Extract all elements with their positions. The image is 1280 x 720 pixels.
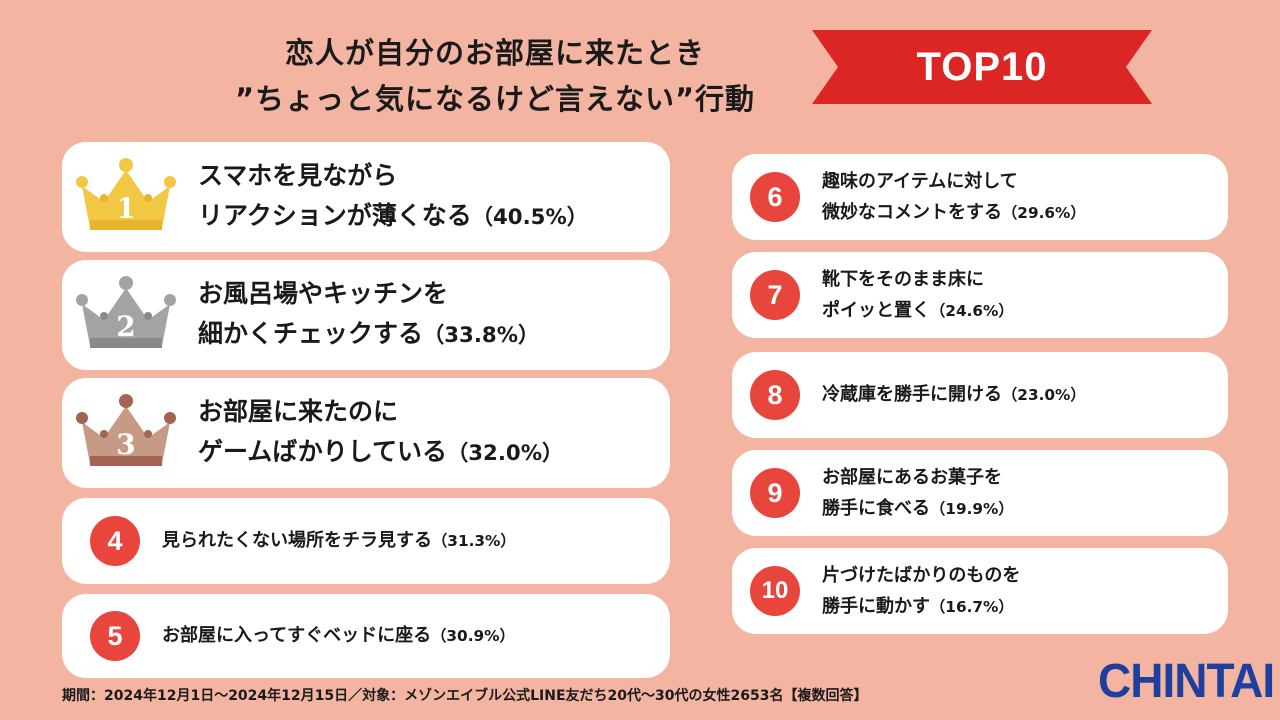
rank-4-percent: （31.3%）: [432, 532, 516, 550]
rank-7-percent: （24.6%）: [930, 301, 1014, 320]
rank-card-7: 7 靴下をそのまま床に ポイッと置く（24.6%）: [732, 252, 1228, 338]
rank-card-6: 6 趣味のアイテムに対して 微妙なコメントをする（29.6%）: [732, 154, 1228, 240]
rank-10-percent: （16.7%）: [930, 597, 1014, 616]
banner-label: TOP10: [916, 44, 1048, 89]
svg-text:1: 1: [116, 192, 135, 225]
svg-text:3: 3: [116, 428, 135, 461]
survey-footnote: 期間：2024年12月1日～2024年12月15日／対象：メゾンエイブル公式LI…: [62, 688, 868, 704]
rank-10-line-1: 片づけたばかりのものを: [822, 564, 1021, 586]
rank-card-2: 2 お風呂場やキッチンを 細かくチェックする（33.8%）: [62, 260, 670, 370]
rank-7-line-2: ポイッと置く: [822, 299, 930, 321]
rank-card-8: 8 冷蔵庫を勝手に開ける（23.0%）: [732, 352, 1228, 438]
rank-card-1: 1 スマホを見ながら リアクションが薄くなる（40.5%）: [62, 142, 670, 252]
rank-3-line-1: お部屋に来たのに: [198, 397, 399, 426]
rank-2-line-1: お風呂場やキッチンを: [198, 279, 449, 308]
rank-1-percent: （40.5%）: [471, 205, 588, 230]
rank-8-label: 冷蔵庫を勝手に開ける: [822, 384, 1002, 405]
rank-9-line-1: お部屋にあるお菓子を: [822, 466, 1002, 488]
rank-9-percent: （19.9%）: [930, 499, 1014, 518]
rank-9-badge: 9: [750, 468, 800, 518]
rank-2-line-2: 細かくチェックする: [198, 319, 424, 348]
rank-8-badge: 8: [750, 370, 800, 420]
rank-1-line-1: スマホを見ながら: [198, 161, 398, 190]
bronze-crown-icon: 3: [76, 394, 176, 466]
rank-6-line-2: 微妙なコメントをする: [822, 201, 1002, 223]
rank-9-line-2: 勝手に食べる: [822, 497, 930, 519]
svg-text:2: 2: [116, 310, 135, 343]
top10-banner: TOP10: [812, 30, 1152, 104]
rank-5-percent: （30.9%）: [431, 627, 515, 645]
rank-10-line-2: 勝手に動かす: [822, 595, 930, 617]
rank-7-line-1: 靴下をそのまま床に: [822, 268, 984, 290]
rank-3-percent: （32.0%）: [447, 441, 564, 466]
rank-6-line-1: 趣味のアイテムに対して: [822, 170, 1018, 192]
rank-5-label: お部屋に入ってすぐベッドに座る: [162, 625, 432, 646]
rank-5-badge: 5: [90, 611, 140, 661]
page-title: 恋人が自分のお部屋に来たとき ”ちょっと気になるけど言えない”行動: [150, 30, 840, 122]
chintai-logo: CHINTAI: [1098, 652, 1275, 708]
silver-crown-icon: 2: [76, 276, 176, 348]
rank-8-percent: （23.0%）: [1002, 386, 1086, 404]
rank-card-3: 3 お部屋に来たのに ゲームばかりしている（32.0%）: [62, 378, 670, 488]
title-line-2: ”ちょっと気になるけど言えない”行動: [234, 82, 756, 116]
rank-2-percent: （33.8%）: [423, 323, 540, 348]
rank-6-percent: （29.6%）: [1002, 203, 1086, 222]
rank-card-5: 5 お部屋に入ってすぐベッドに座る（30.9%）: [62, 594, 670, 678]
rank-10-badge: 10: [750, 566, 800, 616]
title-line-1: 恋人が自分のお部屋に来たとき: [284, 36, 705, 70]
rank-4-badge: 4: [90, 516, 140, 566]
rank-card-4: 4 見られたくない場所をチラ見する（31.3%）: [62, 498, 670, 584]
rank-3-line-2: ゲームばかりしている: [198, 437, 448, 466]
gold-crown-icon: 1: [76, 158, 176, 230]
rank-card-10: 10 片づけたばかりのものを 勝手に動かす（16.7%）: [732, 548, 1228, 634]
rank-1-line-2: リアクションが薄くなる: [198, 201, 472, 230]
rank-card-9: 9 お部屋にあるお菓子を 勝手に食べる（19.9%）: [732, 450, 1228, 536]
banner-ribbon-icon: [812, 30, 1152, 104]
rank-4-label: 見られたくない場所をチラ見する: [162, 530, 432, 551]
rank-6-badge: 6: [750, 172, 800, 222]
rank-7-badge: 7: [750, 270, 800, 320]
